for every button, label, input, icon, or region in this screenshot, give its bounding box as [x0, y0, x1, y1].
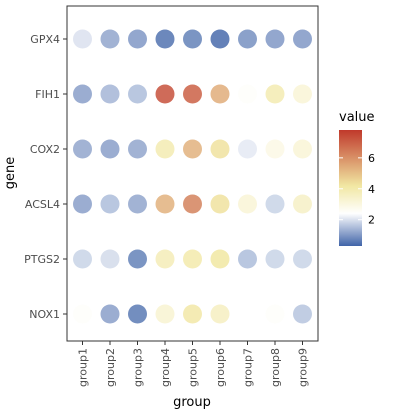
- x-tick-label: group4: [159, 348, 172, 387]
- dot-nox1-group8: [265, 304, 285, 324]
- dot-cox2-group6: [210, 139, 230, 159]
- dot-nox1-group1: [73, 304, 92, 324]
- dot-acsl4-group4: [155, 194, 175, 214]
- y-tick-label: FIH1: [35, 88, 60, 101]
- legend-tick-label: 4: [368, 183, 375, 196]
- dot-gpx4-group7: [238, 29, 257, 49]
- y-tick-label: NOX1: [29, 308, 60, 321]
- dot-ptgs2-group9: [293, 249, 312, 269]
- dot-ptgs2-group6: [210, 249, 230, 269]
- dot-nox1-group3: [128, 304, 147, 324]
- legend-colorbar: [339, 130, 362, 246]
- dot-ptgs2-group5: [183, 249, 202, 269]
- dot-nox1-group6: [210, 304, 230, 324]
- y-axis-ticks: NOX1 PTGS2 ACSL4 COX2 FIH1 GPX4: [24, 33, 67, 321]
- legend-ticks: 2 4 6: [339, 152, 375, 227]
- dot-fih1-group6: [210, 84, 230, 104]
- dot-gpx4-group5: [183, 29, 202, 49]
- dot-gpx4-group3: [128, 29, 147, 49]
- x-axis-title: group: [173, 395, 211, 410]
- dot-fih1-group5: [183, 84, 202, 104]
- dot-cox2-group5: [183, 139, 202, 159]
- dot-nox1-group9: [293, 304, 312, 324]
- plot-panel: [66, 5, 319, 342]
- dot-cox2-group1: [73, 139, 92, 159]
- dot-acsl4-group2: [100, 194, 120, 214]
- y-tick-label: GPX4: [30, 33, 60, 46]
- y-axis-title: gene: [3, 157, 18, 190]
- dot-ptgs2-group4: [155, 249, 175, 269]
- dot-fih1-group8: [265, 84, 285, 104]
- x-tick-label: group7: [242, 348, 255, 387]
- x-tick-label: group6: [214, 348, 227, 387]
- x-tick-label: group3: [132, 348, 145, 387]
- dot-gpx4-group8: [265, 29, 285, 49]
- dot-ptgs2-group2: [100, 249, 120, 269]
- legend: value 2 4 6: [339, 110, 375, 246]
- dot-gpx4-group4: [155, 29, 175, 49]
- dot-cox2-group4: [155, 139, 175, 159]
- dot-acsl4-group8: [265, 194, 285, 214]
- dot-ptgs2-group3: [128, 249, 147, 269]
- dot-fih1-group9: [293, 84, 312, 104]
- dot-fih1-group1: [73, 84, 92, 104]
- dot-gpx4-group6: [210, 29, 230, 49]
- y-tick-label: PTGS2: [24, 253, 60, 266]
- y-tick-label: ACSL4: [25, 198, 60, 211]
- dot-nox1-group2: [100, 304, 120, 324]
- x-tick-label: group8: [269, 348, 282, 387]
- x-tick-label: group1: [77, 348, 90, 387]
- dot-fih1-group2: [100, 84, 120, 104]
- dot-ptgs2-group1: [73, 249, 92, 269]
- dot-fih1-group7: [238, 84, 257, 104]
- dot-cox2-group3: [128, 139, 147, 159]
- dot-acsl4-group1: [73, 194, 92, 214]
- dot-cox2-group7: [238, 139, 257, 159]
- dot-ptgs2-group7: [238, 249, 257, 269]
- dot-acsl4-group7: [238, 194, 257, 214]
- dot-acsl4-group6: [210, 194, 230, 214]
- data-points: [73, 29, 312, 324]
- x-tick-label: group5: [187, 348, 200, 387]
- dot-acsl4-group3: [128, 194, 147, 214]
- y-tick-label: COX2: [30, 143, 60, 156]
- dot-gpx4-group2: [100, 29, 120, 49]
- dot-cox2-group2: [100, 139, 120, 159]
- dot-cox2-group8: [265, 139, 285, 159]
- x-tick-label: group9: [297, 348, 310, 387]
- x-tick-label: group2: [104, 348, 117, 387]
- dot-fih1-group3: [128, 84, 147, 104]
- dot-fih1-group4: [155, 84, 175, 104]
- dot-ptgs2-group8: [265, 249, 285, 269]
- dot-acsl4-group5: [183, 194, 202, 214]
- dot-nox1-group5: [183, 304, 202, 324]
- dot-acsl4-group9: [293, 194, 312, 214]
- dot-nox1-group4: [155, 304, 175, 324]
- legend-tick-label: 2: [368, 214, 375, 227]
- legend-title: value: [339, 110, 375, 125]
- dot-gpx4-group9: [293, 29, 312, 49]
- dot-cox2-group9: [293, 139, 312, 159]
- dot-nox1-group7: [238, 304, 257, 324]
- legend-tick-label: 6: [368, 152, 375, 165]
- x-axis-ticks: group1 group2 group3 group4 group5 group6 grou…: [77, 341, 310, 387]
- dot-gpx4-group1: [73, 29, 92, 49]
